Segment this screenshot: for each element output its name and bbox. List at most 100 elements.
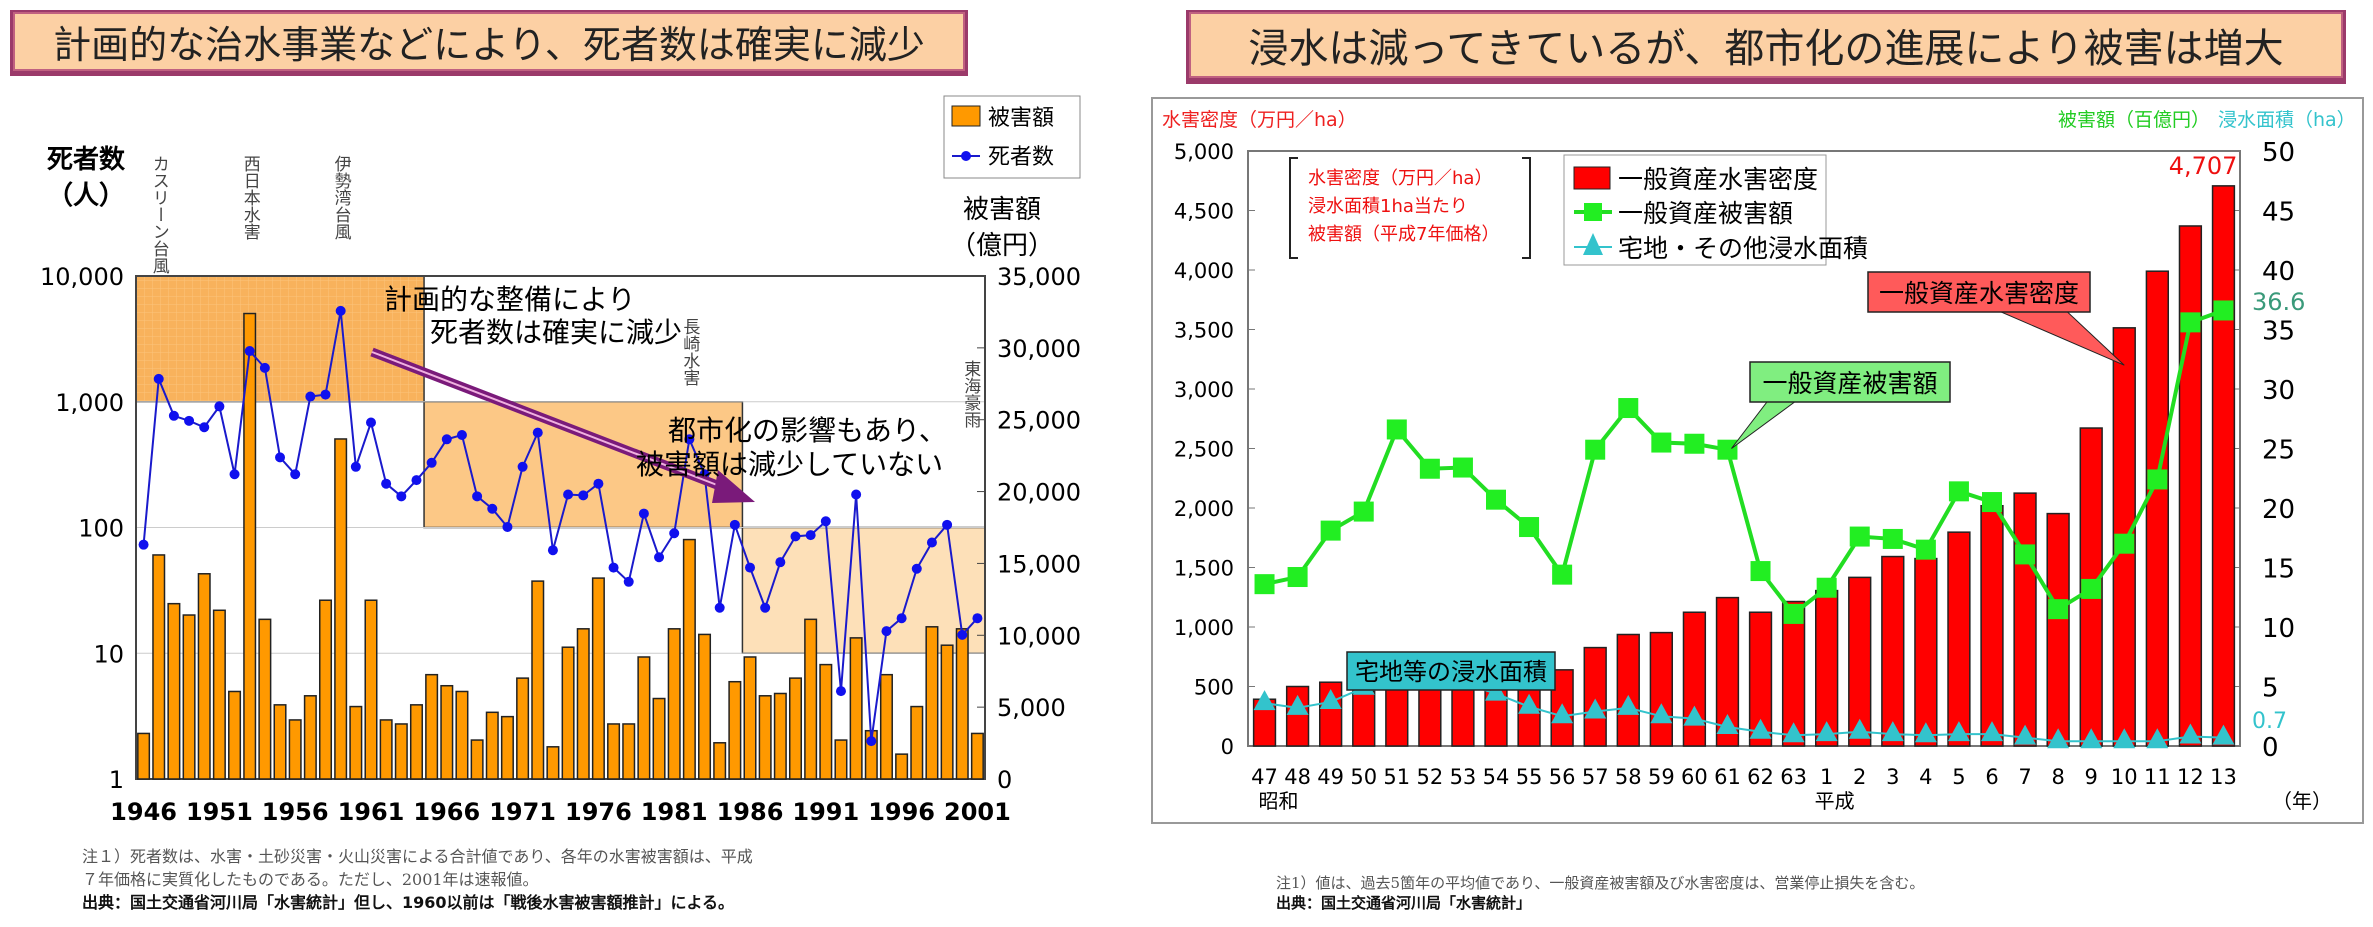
damage-point bbox=[1750, 561, 1771, 582]
right-ylabel-line1: 被害額 bbox=[963, 195, 1041, 225]
x-axis-tick-label: 1996 bbox=[868, 798, 935, 826]
right-damage-axis-title: 被害額（百億円） bbox=[2058, 109, 2210, 131]
x-axis-tick-label: 56 bbox=[1549, 765, 1576, 789]
area-point bbox=[2080, 728, 2103, 749]
area-point bbox=[1286, 694, 1309, 715]
deaths-point bbox=[972, 613, 983, 624]
right-notes: 注1）値は、過去5箇年の平均値であり、一般資産被害額及び水害密度は、営業停止損失… bbox=[1276, 874, 1924, 912]
left-axis-tick-label: 2,500 bbox=[1174, 438, 1234, 462]
deaths-point bbox=[942, 519, 953, 530]
right-axis-tick-label: 25,000 bbox=[997, 407, 1081, 435]
damage-bar bbox=[561, 646, 575, 780]
damage-bar bbox=[167, 602, 181, 780]
damage-bar bbox=[713, 742, 727, 780]
damage-bar bbox=[470, 739, 484, 780]
x-axis-tick-label: 53 bbox=[1450, 765, 1477, 789]
area-point bbox=[1551, 703, 1574, 724]
area-point bbox=[1881, 721, 1904, 742]
note-box: 水害密度（万円／ha） 浸水面積1ha当たり 被害額（平成7年価格） bbox=[1289, 157, 1531, 259]
callout-text-area: 宅地等の浸水面積 bbox=[1355, 658, 1547, 686]
deaths-point bbox=[275, 452, 286, 463]
x-axis-tick-label: 8 bbox=[2051, 765, 2064, 789]
value-label-density: 4,707 bbox=[2169, 152, 2238, 180]
damage-bar bbox=[895, 753, 909, 780]
trend-arrow-stripe bbox=[371, 351, 731, 491]
damage-bar bbox=[849, 637, 863, 780]
deaths-point bbox=[350, 461, 361, 472]
annotation-line: 被害額は減少していない bbox=[636, 448, 943, 481]
x-axis-tick-label: 52 bbox=[1416, 765, 1443, 789]
area-point bbox=[1981, 721, 2003, 742]
x-axis-tick-label: 1951 bbox=[186, 798, 253, 826]
deaths-point bbox=[411, 475, 422, 486]
damage-bar bbox=[500, 715, 514, 780]
damage-bar bbox=[546, 746, 560, 780]
left-axis-tick-label: 5,000 bbox=[1174, 140, 1234, 164]
event-label: カスリーン台風 bbox=[149, 155, 170, 275]
area-point bbox=[1914, 722, 1937, 743]
deaths-point bbox=[896, 613, 907, 624]
deaths-point bbox=[487, 503, 498, 514]
x-axis-tick-label: 4 bbox=[1919, 765, 1932, 789]
deaths-point bbox=[472, 491, 483, 502]
left-axis-tick-label: 0 bbox=[1221, 735, 1234, 759]
trend-arrow-head bbox=[712, 470, 755, 503]
x-axis-tick-label: 58 bbox=[1615, 765, 1642, 789]
density-bar bbox=[1352, 690, 1376, 747]
damage-point bbox=[2213, 300, 2234, 321]
right-source: 出典：国土交通省河川局「水害統計」 bbox=[1276, 894, 1531, 912]
note-box-line3: 被害額（平成7年価格） bbox=[1308, 224, 1499, 245]
damage-bar bbox=[379, 719, 393, 780]
x-axis-tick-label: 50 bbox=[1350, 765, 1377, 789]
x-axis-tick-label: 1981 bbox=[641, 798, 708, 826]
legend-marker-area bbox=[1583, 233, 1603, 255]
deaths-point bbox=[517, 461, 528, 472]
legend-label-deaths: 死者数 bbox=[988, 145, 1054, 170]
right-axis-tick-label: 25 bbox=[2262, 436, 2295, 466]
left-note-line2: ７年価格に実質化したものである。ただし、2001年は速報値。 bbox=[82, 870, 539, 889]
deaths-point bbox=[835, 686, 846, 697]
area-point bbox=[1782, 722, 1805, 743]
damage-bar bbox=[334, 438, 348, 780]
density-bar bbox=[1649, 631, 1673, 747]
density-bar bbox=[2013, 492, 2037, 747]
event-label: 東海豪雨 bbox=[960, 360, 981, 429]
legend-label-density: 一般資産水害密度 bbox=[1618, 165, 1818, 194]
x-axis-tick-label: 1976 bbox=[565, 798, 632, 826]
deaths-point bbox=[426, 457, 437, 468]
plot-frame bbox=[135, 275, 986, 780]
right-axis-tick-label: 15 bbox=[2262, 555, 2295, 585]
x-axis-tick-label: 2001 bbox=[944, 798, 1011, 826]
deaths-point bbox=[547, 545, 558, 556]
note-box-line2: 浸水面積1ha当たり bbox=[1308, 196, 1468, 217]
damage-point bbox=[1419, 458, 1440, 479]
damage-bar bbox=[409, 704, 423, 780]
damage-point bbox=[1287, 567, 1308, 588]
area-point bbox=[1848, 718, 1871, 739]
damage-bar bbox=[591, 577, 605, 780]
right-axis-tick-label: 35,000 bbox=[997, 263, 1081, 291]
x-axis-tick-label: 48 bbox=[1284, 765, 1311, 789]
area-point bbox=[1617, 694, 1640, 715]
callout-box-area bbox=[1346, 651, 1556, 691]
right-axis-tick-label: 0 bbox=[997, 766, 1012, 794]
damage-bar bbox=[288, 719, 302, 780]
x-axis-tick-label: 12 bbox=[2177, 765, 2204, 789]
legend-label-area: 宅地・その他浸水面積 bbox=[1618, 234, 1868, 263]
left-axis-tick-label: 1 bbox=[109, 766, 124, 794]
left-chart: 10,000 1,000 100 10 1 35,000 30,000 25,000 20,00… bbox=[40, 155, 1081, 826]
density-bar bbox=[1781, 600, 1806, 747]
deaths-point bbox=[851, 489, 862, 500]
x-axis-tick-label: 61 bbox=[1714, 765, 1741, 789]
x-axis-tick-label: 2 bbox=[1853, 765, 1866, 789]
callout-text-damage: 一般資産被害額 bbox=[1762, 369, 1937, 398]
deaths-point bbox=[441, 434, 452, 445]
damage-point bbox=[1452, 457, 1473, 478]
right-title-banner: 浸水は減ってきているが、都市化の進展により被害は増大 bbox=[1186, 10, 2346, 84]
damage-point bbox=[1519, 517, 1540, 538]
callout-box-density bbox=[1867, 271, 2091, 313]
deaths-point bbox=[911, 563, 922, 574]
damage-bar bbox=[879, 673, 893, 780]
damage-bar bbox=[788, 677, 803, 780]
